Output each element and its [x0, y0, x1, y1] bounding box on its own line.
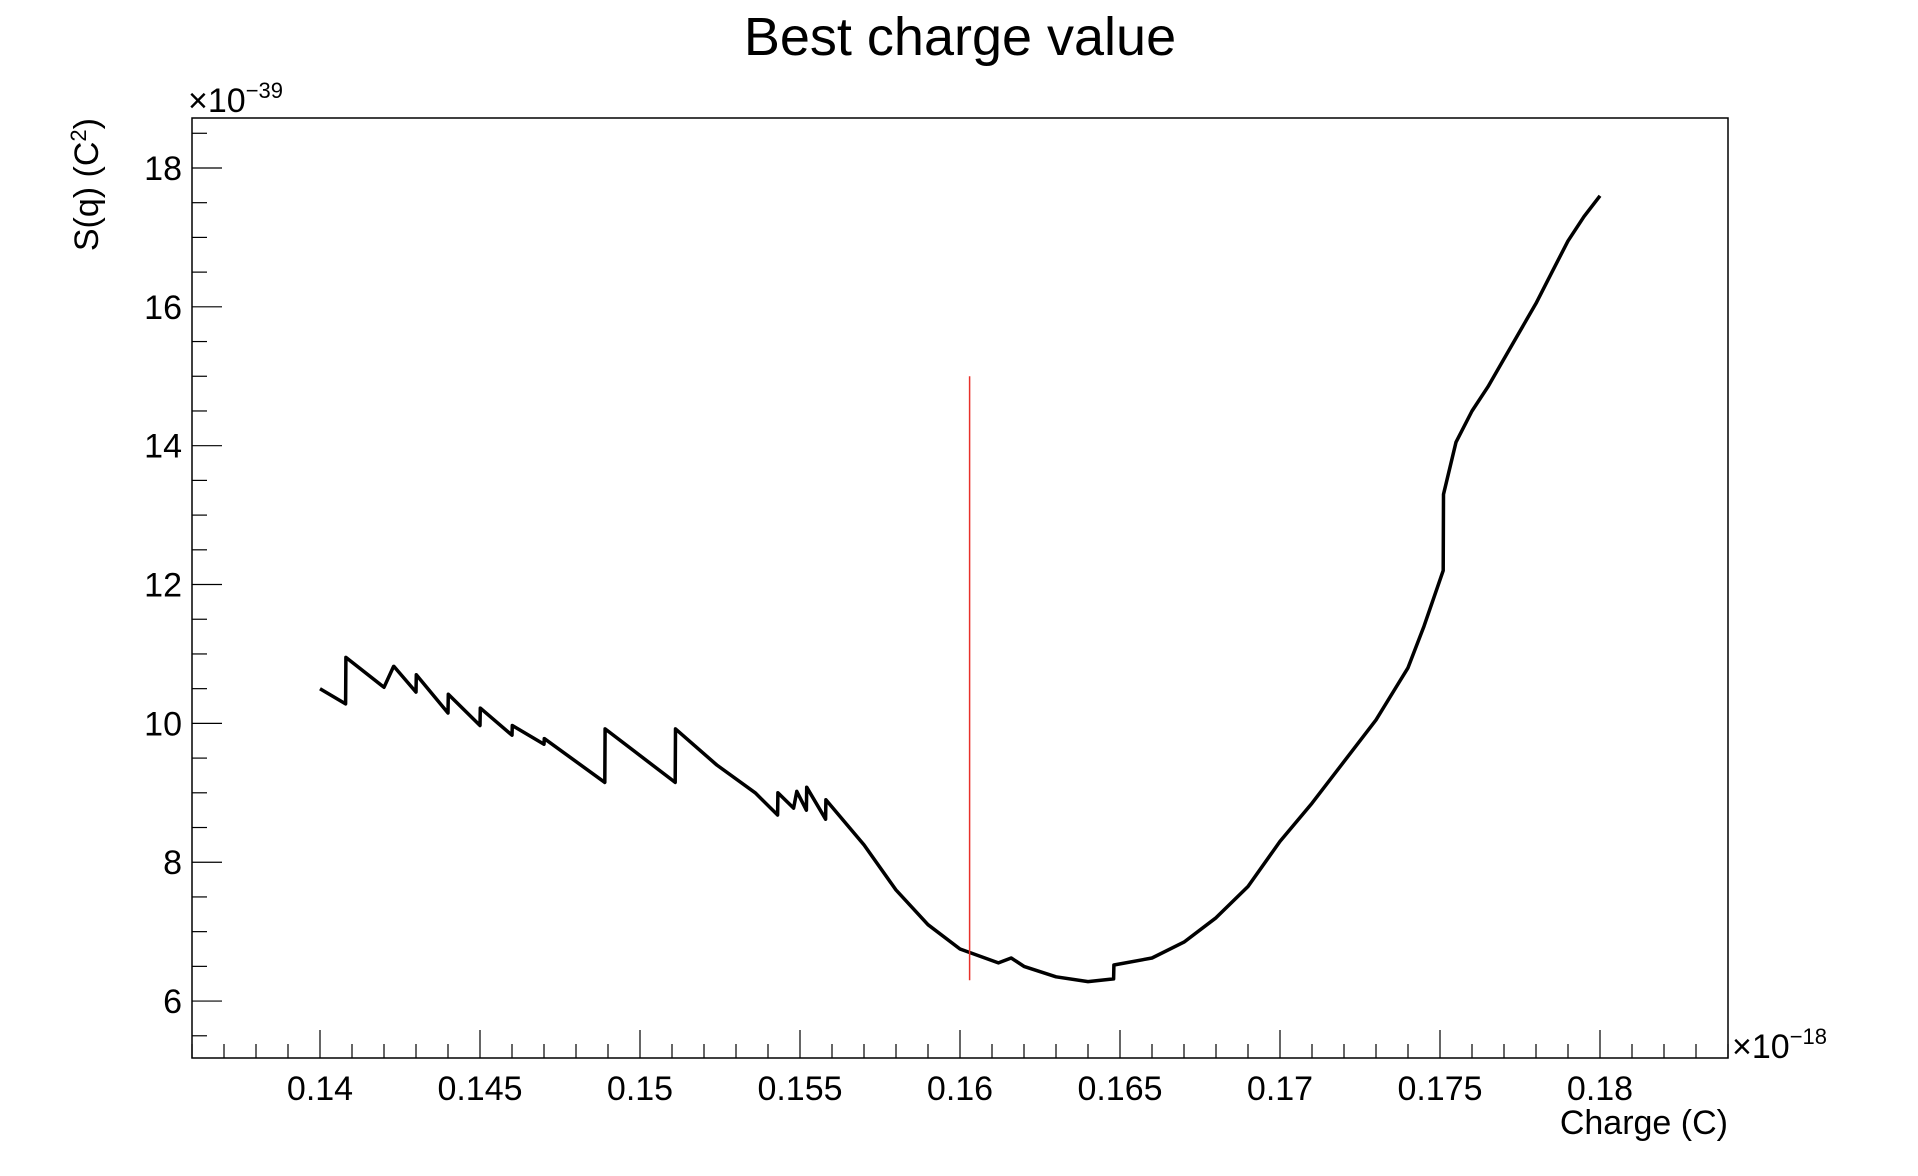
y-axis-label-sup: 2 [66, 129, 91, 141]
y-tick-label: 6 [163, 983, 182, 1021]
series-layer [319, 194, 1602, 984]
y-tick-label: 8 [163, 844, 182, 882]
x-tick-label: 0.155 [757, 1070, 842, 1108]
x-exponent-prefix: ×10 [1732, 1028, 1790, 1066]
x-tick-label: 0.15 [607, 1070, 673, 1108]
chart-title: Best charge value [744, 7, 1176, 67]
x-tick-label: 0.165 [1077, 1070, 1162, 1108]
x-axis-exponent: ×10−18 [1732, 1024, 1827, 1066]
x-tick-label: 0.145 [437, 1070, 522, 1108]
y-tick-label: 10 [144, 705, 182, 743]
x-tick-label: 0.14 [287, 1070, 353, 1108]
y-tick-label: 18 [144, 150, 182, 188]
y-axis-label-close: ) [68, 118, 106, 129]
x-tick-label: 0.17 [1247, 1070, 1313, 1108]
series-line [319, 194, 1602, 984]
y-axis-exponent: ×10−39 [188, 78, 283, 120]
x-axis-ticks [191, 1030, 1729, 1058]
y-axis-label: S(q) (C2) [66, 118, 106, 251]
y-tick-label: 14 [144, 428, 182, 466]
x-tick-label: 0.175 [1397, 1070, 1482, 1108]
y-exponent-value: −39 [246, 78, 283, 103]
y-tick-label: 12 [144, 567, 182, 605]
x-tick-label: 0.16 [927, 1070, 993, 1108]
plot-frame [191, 117, 1729, 1059]
x-axis-tick-labels: 0.14 0.145 0.15 0.155 0.16 0.165 0.17 0.175 0.18 [287, 1070, 1633, 1108]
x-exponent-value: −18 [1790, 1024, 1827, 1049]
x-tick-label: 0.18 [1567, 1070, 1633, 1108]
y-axis-label-main: S(q) (C [68, 142, 106, 252]
y-axis-tick-labels: 6 8 10 12 14 16 18 [144, 150, 182, 1021]
y-axis-ticks [192, 132, 222, 1037]
y-exponent-prefix: ×10 [188, 82, 246, 120]
x-axis-label: Charge (C) [1560, 1104, 1728, 1142]
y-tick-label: 16 [144, 289, 182, 327]
